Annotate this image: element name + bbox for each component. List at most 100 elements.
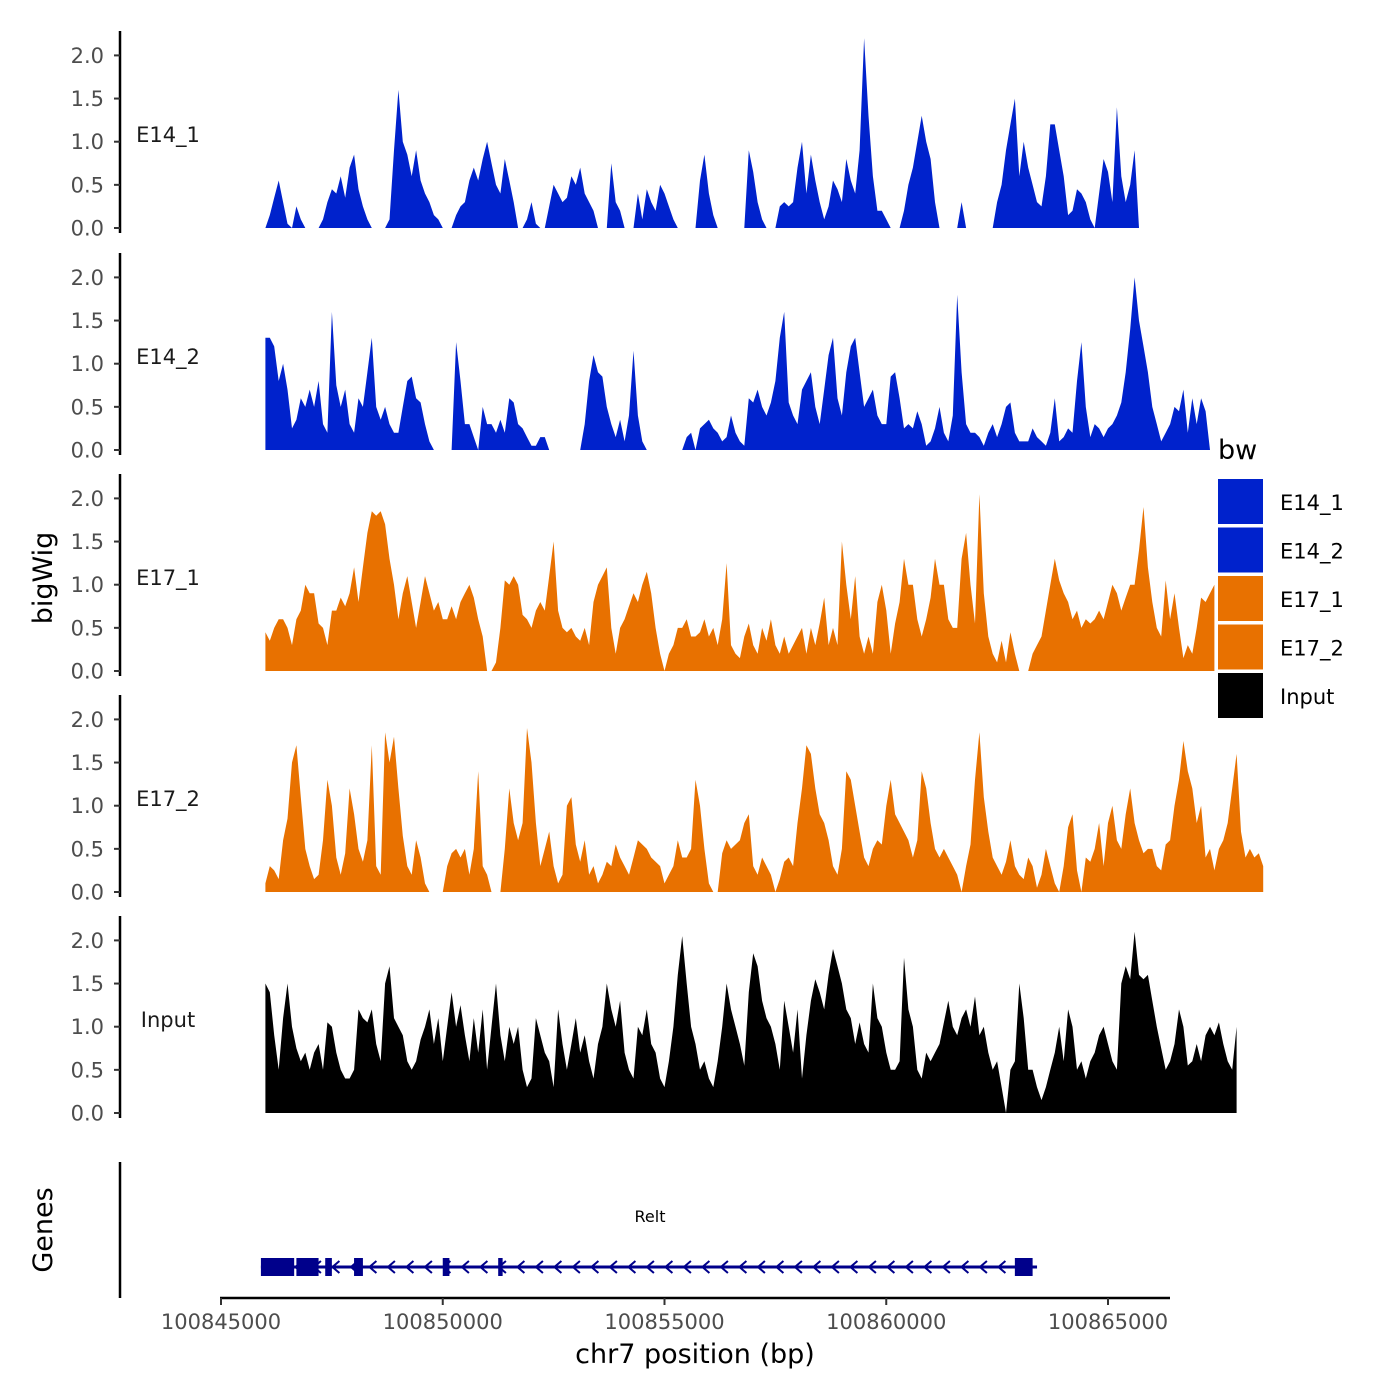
strand-arrow [645,1260,655,1274]
strand-arrow [830,1260,840,1274]
legend-label: E17_1 [1280,588,1344,613]
gene-exon [260,1258,295,1276]
signal-area-e14_1 [265,38,1144,228]
y-tick-label: 0.5 [71,1058,104,1082]
legend-label: E14_1 [1280,491,1344,516]
y-tick-label: 1.0 [71,1015,104,1039]
track-label: E14_1 [136,123,200,148]
strand-arrow [867,1260,877,1274]
y-axis-title: bigWig [28,532,59,625]
strand-arrow [534,1260,544,1274]
legend-item-e17_1: E17_1 [1218,576,1344,621]
gene-exon [354,1258,363,1276]
strand-arrow [700,1260,711,1274]
strand-arrow [737,1260,748,1274]
y-tick-label: 0.0 [71,660,104,684]
track-panel-e14_1: 0.0 0.5 1.0 1.5 2.0 E14_1 [71,31,1144,241]
gene-exon [296,1258,319,1276]
y-tick-label: 2.0 [71,708,104,732]
legend-item-e14_1: E14_1 [1218,479,1344,524]
strand-arrow [811,1260,822,1274]
strand-arrow [904,1260,914,1274]
legend-swatch [1218,673,1263,718]
genes-track-label: Genes [28,1187,59,1272]
x-axis-ticks: 100845000 100850000 100855000 100860000 1008… [161,1298,1168,1334]
x-tick-label: 100855000 [604,1310,724,1334]
gene-name-label: Relt [635,1207,666,1226]
legend-swatch [1218,624,1263,670]
strand-arrow [941,1260,951,1274]
strand-arrow [589,1260,600,1274]
y-tick-label: 0.5 [71,395,104,419]
strand-arrow [404,1260,415,1274]
legend-item-e17_2: E17_2 [1218,624,1344,670]
track-panel-e17_2: 0.0 0.5 1.0 1.5 2.0 E17_2 [71,695,1264,905]
strand-arrow [571,1260,581,1274]
track-panel-e14_2: 0.0 0.5 1.0 1.5 2.0 E14_2 [71,253,1215,463]
y-tick-label: 1.0 [71,130,104,154]
y-tick-label: 2.0 [71,44,104,68]
track-label: Input [141,1008,195,1032]
track-panel-input: 0.0 0.5 1.0 1.5 2.0 Input [71,916,1237,1126]
y-tick-label: 1.0 [71,573,104,597]
gene-exon [1014,1258,1033,1276]
y-tick-label: 0.0 [71,439,104,463]
strand-arrow [367,1260,378,1274]
legend-items: E14_1 E14_2 E17_1 E17_2 Input [1218,479,1344,718]
legend-label: E17_2 [1280,637,1344,662]
y-tick-label: 0.5 [71,616,104,640]
legend-label: Input [1280,685,1334,709]
strand-arrow [922,1260,933,1274]
signal-area-e17_2 [265,728,1264,892]
y-tick-label: 1.5 [71,309,104,333]
strand-arrow [386,1260,396,1274]
strand-arrow [330,1260,341,1274]
strand-arrow [626,1260,637,1274]
gene-model [260,1258,1038,1276]
strand-arrow [608,1260,618,1274]
strand-arrow [774,1260,785,1274]
y-tick-label: 2.0 [71,929,104,953]
gene-exon [442,1258,450,1276]
strand-arrow [663,1260,674,1274]
y-tick-label: 0.5 [71,173,104,197]
strand-arrow [756,1260,766,1274]
signal-area-e17_1 [265,494,1215,671]
strand-arrow [978,1260,988,1274]
legend-swatch [1218,527,1263,573]
legend-swatch [1218,576,1263,621]
y-tick-label: 0.5 [71,837,104,861]
strand-arrow [793,1260,803,1274]
signal-area-input [265,931,1237,1113]
y-tick-label: 1.5 [71,751,104,775]
x-tick-label: 100860000 [826,1310,946,1334]
legend: bw E14_1 E14_2 E17_1 E17_2 Input [1218,435,1344,718]
strand-arrow [478,1260,489,1274]
y-tick-label: 0.0 [71,217,104,241]
y-tick-label: 0.0 [71,881,104,905]
y-tick-label: 2.0 [71,266,104,290]
gene-exon [498,1258,503,1276]
track-panels: 0.0 0.5 1.0 1.5 2.0 E14_1 0.0 0.5 1.0 1.5 2.0 E14_2… [71,31,1264,1126]
strand-arrow [552,1260,563,1274]
strand-arrow [460,1260,470,1274]
track-label: E17_1 [136,566,200,591]
x-axis: 100845000 100850000 100855000 100860000 1008… [161,1296,1170,1370]
legend-title: bw [1218,435,1257,466]
x-tick-label: 100865000 [1048,1310,1168,1334]
legend-swatch [1218,479,1263,524]
y-tick-label: 1.0 [71,352,104,376]
signal-area-e14_2 [265,277,1215,450]
strand-arrow [719,1260,729,1274]
track-label: E14_2 [136,345,200,370]
strand-arrow [423,1260,433,1274]
track-panel-e17_1: 0.0 0.5 1.0 1.5 2.0 E17_1 [71,474,1215,684]
strand-arrow [959,1260,970,1274]
strand-arrow [996,1260,1007,1274]
strand-arrow [515,1260,526,1274]
legend-label: E14_2 [1280,540,1344,565]
gene-exon [325,1258,332,1276]
x-tick-label: 100845000 [161,1310,281,1334]
y-tick-label: 1.5 [71,972,104,996]
y-tick-label: 1.0 [71,794,104,818]
